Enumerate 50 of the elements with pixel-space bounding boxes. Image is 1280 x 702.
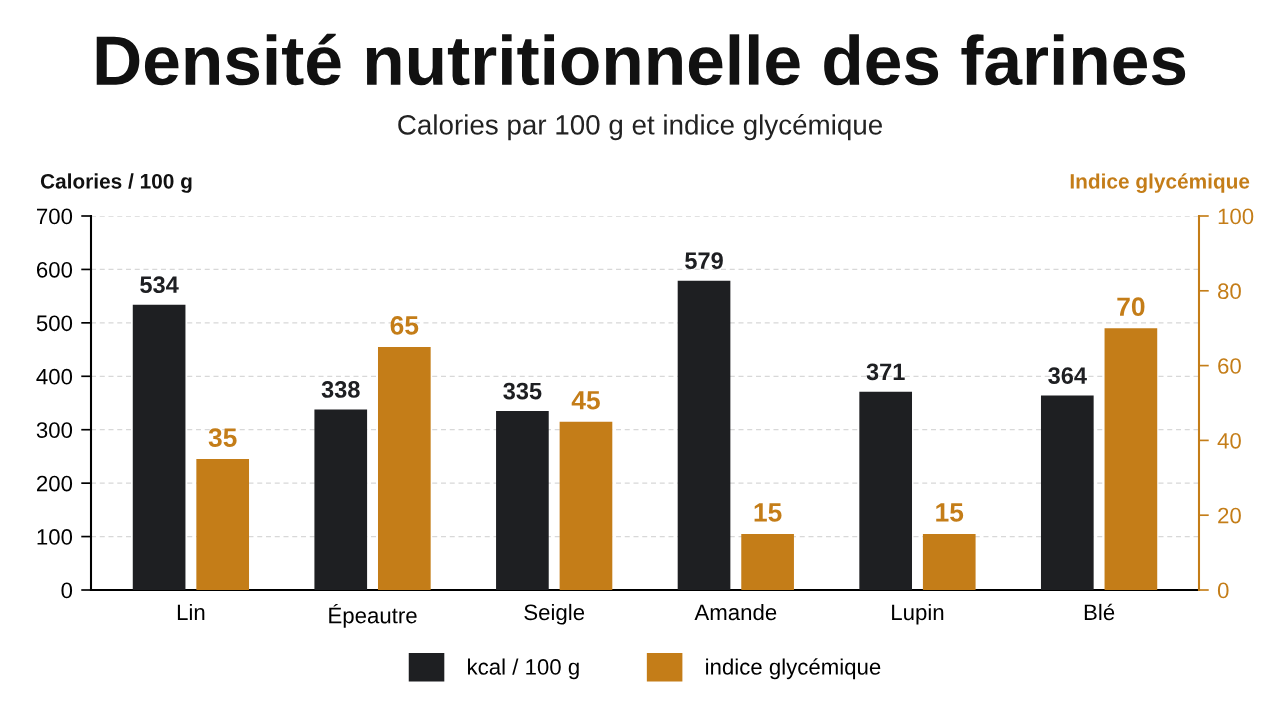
y2-axis-title: Indice glycémique — [1070, 173, 1250, 193]
y2-tick-label: 0 — [1217, 582, 1229, 599]
chart-title: Densité nutritionnelle des farines — [96, 33, 1186, 86]
data-label: 70 — [1117, 297, 1145, 317]
bar — [677, 280, 731, 590]
legend-label: indice glycémique — [706, 658, 881, 680]
y-tick-label: 400 — [36, 368, 73, 385]
y-tick-label: 500 — [36, 315, 73, 332]
data-label: 534 — [140, 276, 179, 294]
data-label: 579 — [685, 252, 723, 270]
data-label: 371 — [866, 363, 905, 381]
x-tick-label: Épeautre — [329, 603, 417, 628]
legend-label: kcal / 100 g — [468, 658, 579, 680]
data-label: 15 — [936, 503, 964, 522]
y-tick-label: 200 — [36, 475, 73, 492]
bar — [922, 533, 976, 590]
y2-tick-label: 100 — [1218, 208, 1254, 225]
bar — [196, 459, 250, 590]
chart-subtitle: Calories par 100 g et indice glycémique — [398, 113, 882, 141]
y2-tick-label: 60 — [1218, 358, 1241, 374]
y-tick-label: 700 — [37, 208, 73, 225]
x-tick-label: Amande — [694, 603, 777, 621]
data-label: 335 — [503, 382, 542, 400]
data-label: 15 — [754, 503, 782, 522]
bar — [1040, 395, 1094, 590]
y2-tick-label: 20 — [1218, 507, 1241, 524]
bar — [559, 421, 613, 590]
bar — [859, 391, 913, 590]
y2-tick-label: 40 — [1217, 432, 1241, 449]
bar — [741, 533, 794, 590]
data-label: 65 — [390, 316, 419, 335]
y-tick-label: 300 — [36, 422, 73, 438]
x-tick-label: Lupin — [892, 603, 944, 625]
bar — [132, 304, 186, 590]
y-tick-label: 600 — [37, 261, 73, 278]
x-tick-label: Seigle — [524, 603, 585, 625]
y2-tick-label: 80 — [1218, 283, 1241, 300]
data-label: 45 — [571, 391, 600, 410]
bar — [314, 409, 368, 590]
y-tick-label: 100 — [37, 529, 73, 545]
y-tick-label: 0 — [61, 582, 73, 599]
data-label: 338 — [321, 381, 360, 398]
bar — [1104, 328, 1158, 590]
data-label: 364 — [1048, 367, 1087, 384]
bar — [377, 346, 431, 590]
x-tick-label: Lin — [177, 603, 205, 620]
bar — [496, 411, 549, 590]
y-axis-title: Calories / 100 g — [40, 173, 192, 193]
data-label: 35 — [208, 428, 237, 447]
x-tick-label: Blé — [1084, 603, 1115, 621]
